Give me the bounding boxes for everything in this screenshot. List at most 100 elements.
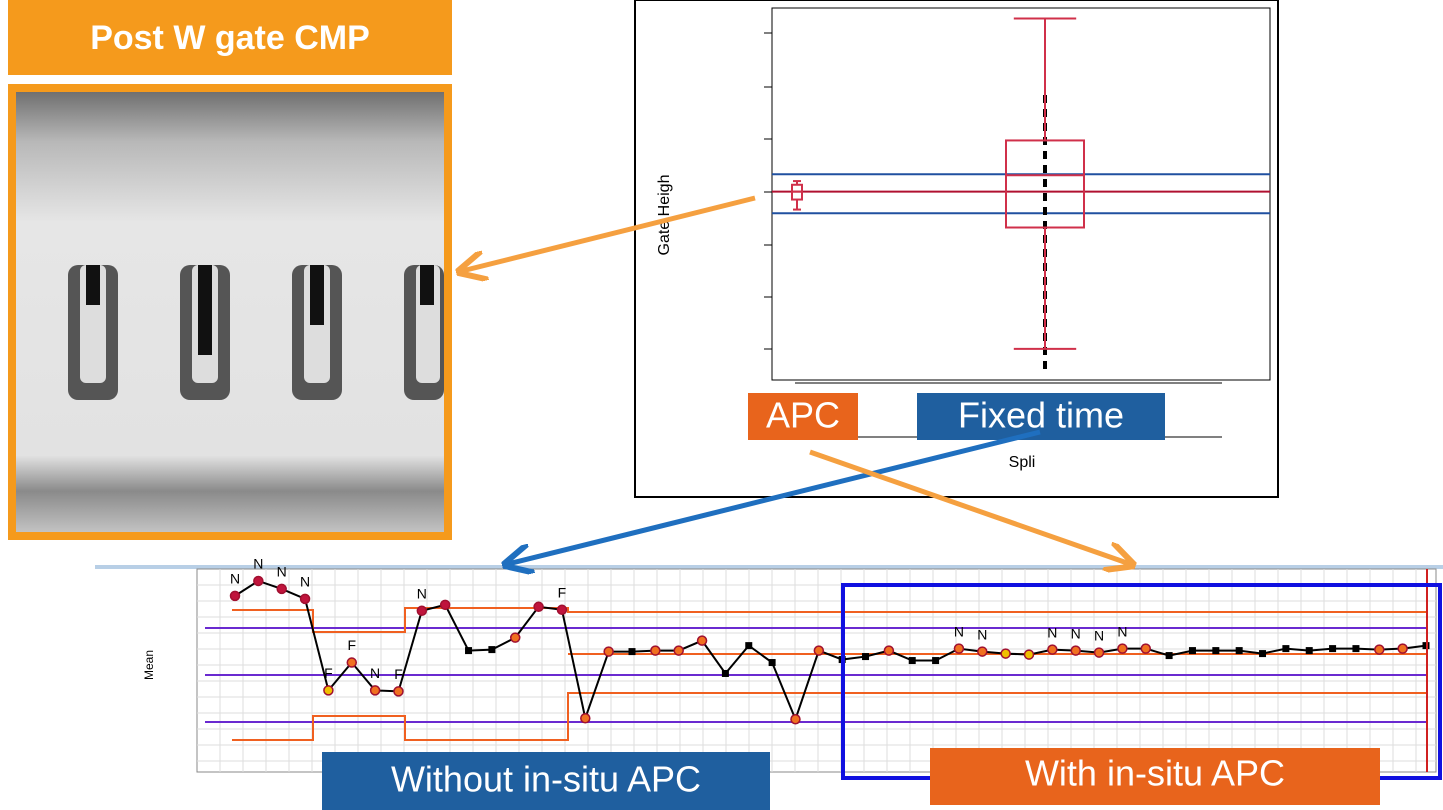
- point: [580, 713, 591, 724]
- point: [229, 590, 241, 602]
- y-axis-label: Gate Heigh: [656, 175, 673, 256]
- point: [673, 645, 684, 656]
- point: [745, 642, 753, 650]
- point-flag: F: [558, 585, 567, 601]
- point: [883, 645, 895, 656]
- point: [1282, 645, 1290, 653]
- point: [1212, 647, 1220, 655]
- point-flag: F: [347, 637, 356, 653]
- arrow: [462, 195, 756, 271]
- boxplot-axes: [771, 7, 1271, 381]
- point: [1165, 652, 1173, 660]
- chart-area: [196, 568, 1437, 773]
- point: [346, 657, 358, 668]
- point: [1329, 645, 1337, 653]
- point: [323, 685, 334, 696]
- point: [1023, 649, 1035, 660]
- data-dot: [1043, 221, 1047, 229]
- grid: [197, 569, 1436, 772]
- point: [556, 604, 568, 616]
- region-label: Without in-situ APC: [391, 759, 701, 800]
- point-flag: N: [300, 574, 310, 590]
- point: [509, 632, 521, 643]
- region-label: With in-situ APC: [1025, 753, 1285, 794]
- series-line: [234, 579, 1427, 723]
- point-flag: N: [417, 585, 427, 601]
- data-dot: [1043, 193, 1047, 201]
- point: [1047, 644, 1058, 655]
- point: [1070, 645, 1081, 656]
- point: [276, 583, 287, 595]
- point: [1352, 645, 1360, 653]
- point-flag: N: [954, 623, 964, 639]
- point: [932, 657, 940, 665]
- point: [488, 646, 496, 654]
- gates: [68, 265, 444, 400]
- point: [953, 643, 965, 654]
- point: [369, 685, 381, 696]
- point: [862, 653, 870, 661]
- point: [768, 659, 776, 667]
- point: [533, 601, 544, 613]
- group-label: APC: [766, 395, 840, 436]
- point-flag: N: [277, 564, 287, 580]
- y-axis-label: Mean: [142, 650, 156, 680]
- point-flag: N: [977, 626, 987, 642]
- point: [1188, 647, 1196, 655]
- point-flag: N: [1117, 623, 1127, 639]
- group-label-box: [917, 393, 1165, 440]
- point: [1397, 643, 1408, 654]
- point: [393, 686, 404, 697]
- point: [299, 593, 311, 605]
- point: [253, 575, 264, 587]
- data-dot: [1043, 151, 1047, 159]
- region-label-box: [930, 748, 1380, 805]
- point: [465, 647, 473, 655]
- x-axis-label: Spli: [1009, 454, 1036, 471]
- point: [813, 645, 825, 656]
- data-dot: [1043, 165, 1047, 173]
- data-dot: [1043, 347, 1047, 355]
- region-label-box: [322, 752, 770, 810]
- group-label-box: [748, 393, 858, 440]
- data-dot: [1043, 361, 1047, 369]
- title-box: [8, 0, 452, 75]
- point: [1000, 648, 1011, 659]
- arrow: [508, 429, 1041, 564]
- boxplot: [772, 17, 1270, 369]
- point: [416, 605, 428, 617]
- point: [439, 599, 451, 611]
- data-dot: [1043, 207, 1047, 215]
- point: [1235, 647, 1243, 655]
- point: [1374, 644, 1385, 655]
- point: [1140, 643, 1152, 654]
- point-flag: F: [394, 666, 403, 682]
- point: [603, 646, 614, 657]
- point: [650, 645, 661, 656]
- box: [1005, 139, 1085, 229]
- point: [696, 635, 708, 646]
- point-flag: N: [253, 556, 263, 572]
- point-flag: N: [1047, 624, 1057, 640]
- limit-lines: [205, 607, 1426, 741]
- data-dot: [1043, 179, 1047, 187]
- point: [977, 646, 988, 657]
- point: [721, 669, 729, 677]
- point-flag: N: [370, 665, 380, 681]
- point-flag: N: [1071, 625, 1081, 641]
- point: [1117, 643, 1128, 654]
- point: [790, 714, 801, 725]
- point: [1093, 647, 1105, 658]
- panel-title: Post W gate CMP: [90, 19, 370, 57]
- point: [1305, 647, 1313, 655]
- point-flag: N: [230, 571, 240, 587]
- point: [908, 657, 916, 665]
- point-flag: F: [324, 665, 333, 681]
- point: [1259, 650, 1267, 658]
- arrow: [809, 449, 1130, 564]
- point-flag: N: [1094, 627, 1104, 643]
- point: [628, 648, 636, 656]
- group-label: Fixed time: [958, 395, 1124, 436]
